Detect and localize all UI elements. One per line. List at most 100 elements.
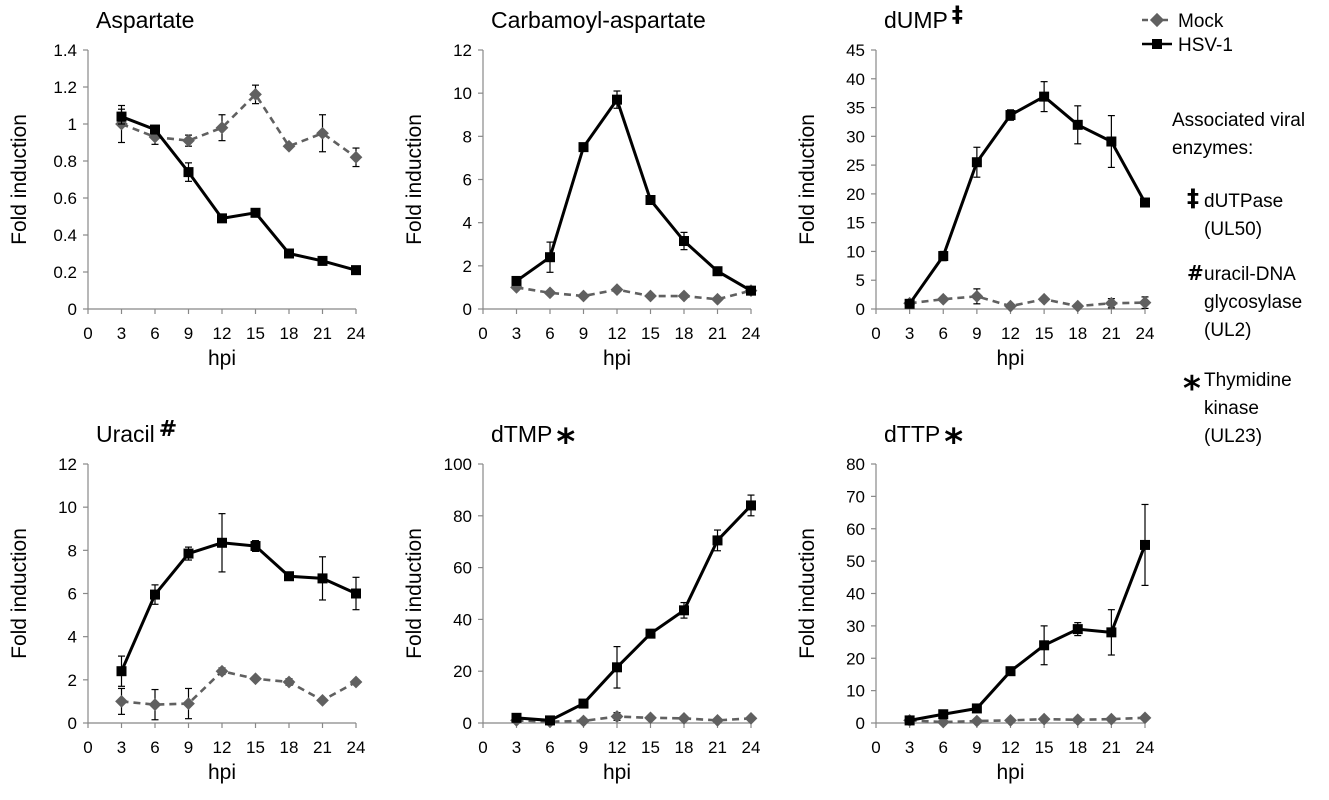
mock-point (970, 289, 984, 303)
y-axis-label: Fold induction (796, 114, 819, 245)
hsv-point (679, 236, 689, 247)
hsv-point (351, 588, 361, 599)
hsv-series-line (120, 541, 357, 672)
title-enzyme-marker: * (944, 422, 963, 463)
hsv-point (938, 709, 949, 720)
hsv-point (1140, 197, 1150, 208)
x-tick-label: 15 (246, 738, 265, 757)
hsv-point (1039, 91, 1050, 102)
hsv-point (904, 298, 915, 309)
hsv-point (317, 573, 328, 584)
hsv-point (511, 712, 522, 723)
enzyme-note: Associated viral enzymes: ‡ dUTPase (UL5… (1172, 110, 1305, 447)
y-tick-label: 1 (68, 115, 77, 134)
hsv-point (284, 248, 294, 259)
mock-point (711, 292, 724, 306)
x-tick-label: 18 (1068, 324, 1087, 343)
hsv-point (217, 213, 227, 224)
hsv-point (612, 94, 622, 105)
hsv-point (1106, 627, 1117, 638)
y-tick-label: 5 (856, 271, 865, 290)
x-tick-label: 18 (1068, 738, 1087, 757)
x-axis-label: hpi (603, 761, 631, 784)
udg-symbol: # (1187, 261, 1204, 285)
hsv-point (1140, 539, 1150, 550)
chart-panel: 0 5 10 15 20 25 30 35 40 45 0 3 6 9 12 15 18 21 24 hpi Fold … (796, 3, 1154, 370)
hsv-point (1005, 110, 1016, 121)
mock-point (1004, 714, 1017, 727)
hsv-point (746, 500, 756, 511)
mock-point (215, 121, 229, 135)
chart-title: Uracil (96, 421, 155, 447)
x-tick-label: 12 (213, 738, 232, 757)
y-tick-label: 45 (846, 41, 865, 60)
title-enzyme-marker: * (556, 422, 575, 463)
x-tick-label: 3 (117, 738, 126, 757)
chart-panel: 0 10 20 30 40 50 60 70 80 0 3 6 9 12 15 18 21 24 hpi Fold i… (796, 421, 1154, 784)
mock-point (1071, 299, 1085, 313)
y-tick-label: 12 (58, 455, 77, 474)
y-tick-label: 40 (453, 610, 472, 629)
title-enzyme-marker: # (159, 417, 177, 442)
y-tick-label: 100 (444, 455, 472, 474)
y-tick-label: 0.2 (53, 263, 77, 282)
hsv-point (971, 703, 982, 714)
hsv-series-line (515, 96, 752, 292)
hsv-point (150, 589, 160, 600)
hsv-point (904, 715, 915, 726)
hsv-point (1072, 624, 1083, 635)
x-tick-label: 0 (478, 324, 487, 343)
hsv-series-line (909, 544, 1147, 722)
hsv-series-line (516, 504, 753, 722)
x-tick-label: 0 (478, 738, 487, 757)
hsv-point (746, 285, 756, 296)
y-tick-label: 6 (463, 171, 472, 190)
x-tick-label: 24 (347, 738, 366, 757)
hsv-point (645, 628, 656, 639)
hsv-point (250, 541, 261, 552)
x-tick-label: 21 (313, 324, 332, 343)
hsv-point (545, 252, 555, 263)
mock-point (148, 698, 162, 712)
y-tick-label: 0 (856, 714, 865, 733)
x-tick-label: 0 (83, 324, 92, 343)
y-tick-label: 60 (453, 559, 472, 578)
y-tick-label: 80 (453, 507, 472, 526)
x-axis-label: hpi (208, 347, 236, 370)
x-tick-label: 6 (939, 324, 948, 343)
y-tick-label: 60 (846, 520, 865, 539)
mock-point (182, 134, 195, 148)
x-axis-label: hpi (208, 761, 236, 784)
y-tick-label: 0.8 (53, 152, 77, 171)
mock-point (1138, 711, 1152, 725)
hsv-point (1072, 119, 1083, 130)
x-tick-label: 21 (708, 738, 727, 757)
x-tick-label: 12 (213, 324, 232, 343)
tk-line-2: kinase (1204, 398, 1259, 419)
mock-point (316, 126, 329, 140)
y-tick-label: 6 (68, 585, 77, 604)
dutpase-line-1: dUTPase (1204, 191, 1283, 212)
chart-title: dTMP (491, 421, 552, 447)
mock-point (249, 88, 262, 101)
y-axis-label: Fold induction (403, 114, 426, 245)
mock-point (677, 289, 691, 303)
hsv-point (511, 275, 522, 286)
y-tick-label: 80 (846, 455, 865, 474)
y-tick-label: 10 (453, 84, 472, 103)
mock-point (1071, 713, 1085, 727)
x-tick-label: 15 (641, 738, 660, 757)
mock-point (249, 672, 262, 686)
hsv-point (1039, 640, 1050, 651)
x-tick-label: 6 (545, 738, 554, 757)
chart-title: Aspartate (96, 7, 194, 33)
y-tick-label: 8 (68, 541, 77, 560)
udg-line-1: uracil-DNA (1204, 264, 1296, 285)
mock-point (644, 711, 657, 725)
hsv-point (578, 142, 589, 153)
x-tick-label: 15 (246, 324, 265, 343)
mock-point (711, 714, 724, 727)
x-tick-label: 24 (1136, 324, 1155, 343)
mock-point (1004, 299, 1017, 313)
y-axis-label: Fold induction (8, 528, 31, 659)
